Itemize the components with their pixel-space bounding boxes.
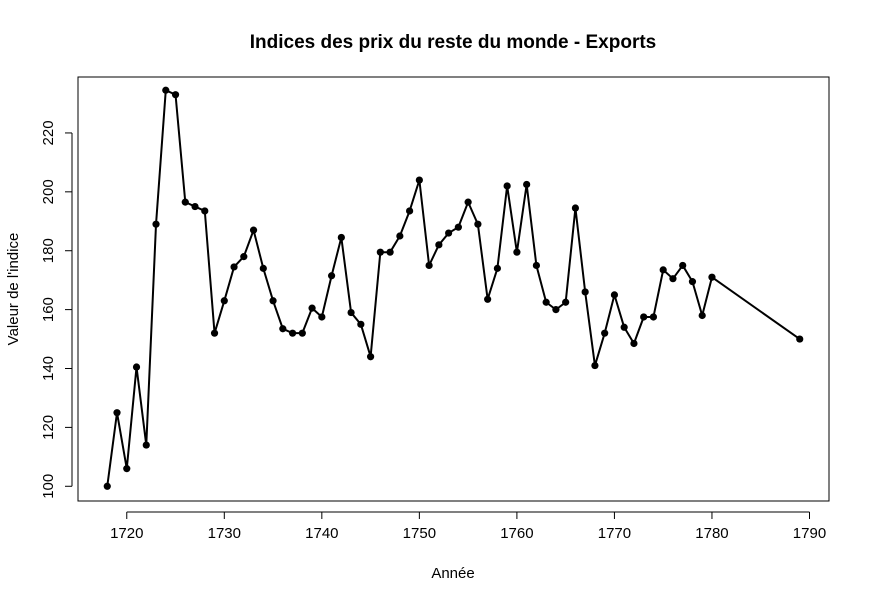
data-point (298, 329, 306, 337)
data-point (347, 308, 355, 317)
data-point (591, 361, 599, 370)
data-point (103, 482, 111, 490)
data-point (796, 335, 804, 343)
data-point (708, 273, 716, 281)
data-point (435, 241, 443, 249)
data-point (220, 297, 228, 305)
data-point (327, 272, 336, 280)
data-point (679, 261, 687, 270)
data-point (454, 223, 462, 231)
y-axis-label: Valeur de l'indice (5, 233, 22, 346)
data-point (288, 329, 297, 337)
data-point (630, 339, 638, 348)
data-point (123, 465, 131, 473)
y-tick-label: 100 (40, 474, 57, 499)
data-point (562, 298, 570, 306)
y-tick-label: 160 (40, 297, 57, 322)
data-point (601, 329, 609, 337)
data-point (513, 248, 521, 256)
data-point (132, 363, 141, 371)
data-point (376, 248, 384, 256)
y-tick-label: 140 (40, 356, 57, 381)
data-point (318, 313, 326, 321)
data-point (610, 291, 619, 299)
x-tick-label: 1720 (110, 525, 143, 542)
y-axis: 100 120 140 160 180 200 220 (40, 120, 73, 499)
data-point (396, 232, 404, 240)
data-point (308, 304, 316, 312)
data-point (425, 261, 433, 270)
data-point (230, 263, 238, 271)
data-point (474, 220, 482, 228)
data-point (503, 182, 511, 190)
y-tick-label: 220 (40, 120, 57, 145)
data-series (103, 86, 804, 490)
y-tick-label: 200 (40, 179, 57, 204)
data-point (113, 409, 121, 417)
plot-frame (77, 76, 830, 502)
data-point (415, 176, 423, 184)
data-point (191, 202, 199, 211)
data-point (357, 320, 365, 328)
x-axis-label: Année (431, 565, 474, 582)
data-point (542, 298, 550, 306)
x-tick-label: 1760 (500, 525, 533, 542)
data-point (552, 306, 560, 314)
x-tick-label: 1730 (208, 525, 241, 542)
data-point (406, 207, 414, 215)
data-point (249, 226, 258, 234)
data-point (659, 266, 667, 274)
data-point (669, 275, 677, 283)
data-point (649, 313, 658, 321)
data-point (640, 313, 648, 321)
data-point (620, 323, 628, 331)
x-tick-label: 1750 (403, 525, 436, 542)
data-point (523, 180, 531, 189)
y-tick-label: 180 (40, 238, 57, 263)
data-point (162, 86, 170, 94)
x-tick-label: 1770 (598, 525, 631, 542)
data-point (571, 204, 580, 212)
data-point (152, 220, 160, 228)
data-point (386, 248, 394, 256)
y-tick-label: 120 (40, 415, 57, 440)
data-point (181, 198, 189, 206)
data-point (279, 325, 287, 333)
data-point (581, 288, 589, 296)
x-tick-label: 1780 (695, 525, 728, 542)
chart-title: Indices des prix du reste du monde - Exp… (250, 32, 656, 53)
data-point (259, 264, 267, 272)
data-point (142, 441, 150, 449)
data-point (532, 261, 541, 270)
data-point (698, 311, 706, 320)
data-point (484, 295, 492, 303)
data-point (240, 253, 248, 261)
data-point (201, 207, 209, 215)
x-axis: 1720 1730 1740 1750 1760 1770 1780 1790 (110, 511, 826, 542)
data-point (493, 264, 501, 272)
data-point (210, 329, 219, 337)
x-tick-label: 1740 (305, 525, 338, 542)
data-point (269, 297, 277, 305)
data-point (366, 353, 375, 361)
data-point (688, 278, 697, 286)
x-tick-label: 1790 (793, 525, 826, 542)
data-point (171, 91, 180, 99)
data-point (445, 229, 453, 237)
data-point (464, 198, 472, 206)
series-line (106, 89, 801, 487)
data-point (337, 233, 345, 242)
